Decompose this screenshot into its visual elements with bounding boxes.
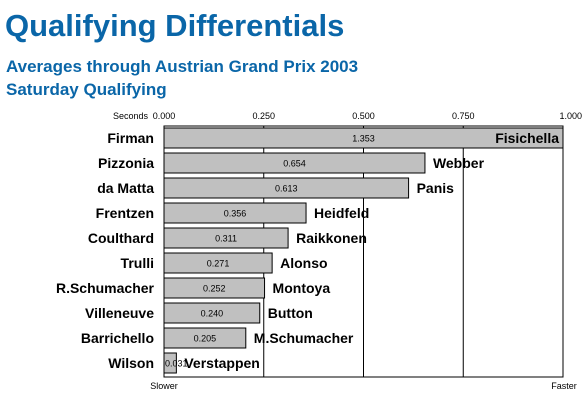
chart-title: Qualifying Differentials <box>5 8 345 43</box>
bar <box>163 277 266 299</box>
bar-value-label: 0.654 <box>283 159 306 169</box>
bar-value-label: 0.240 <box>201 309 224 319</box>
faster-end-label: Faster <box>551 381 577 391</box>
bar <box>163 127 564 149</box>
chart-subtitle-session: Saturday Qualifying <box>6 80 167 99</box>
slower-driver-label: Trulli <box>121 255 154 271</box>
bar-value-label: 0.031 <box>165 359 188 369</box>
chart-subtitle: Averages through Austrian Grand Prix 200… <box>6 57 359 76</box>
x-tick-label: 0.000 <box>153 111 176 121</box>
slower-driver-label: da Matta <box>97 180 154 196</box>
bar-value-label: 0.271 <box>207 259 230 269</box>
slower-driver-label: Barrichello <box>81 330 154 346</box>
bar <box>163 327 247 349</box>
x-tick-label: 1.000 <box>559 111 582 121</box>
x-tick-label: 0.500 <box>352 111 375 121</box>
slower-driver-label: Villeneuve <box>85 305 154 321</box>
x-axis-label: Seconds <box>113 111 149 121</box>
slower-driver-label: Frentzen <box>96 205 154 221</box>
bar-value-label: 1.353 <box>352 134 375 144</box>
bar-value-label: 0.252 <box>203 284 226 294</box>
faster-driver-label: Button <box>268 305 313 321</box>
bar <box>163 302 261 324</box>
slower-driver-label: Firman <box>107 130 154 146</box>
x-tick-label: 0.750 <box>452 111 475 121</box>
faster-driver-label: Webber <box>433 155 485 171</box>
slower-driver-label: Wilson <box>108 355 154 371</box>
bar <box>163 227 289 249</box>
slower-end-label: Slower <box>150 381 178 391</box>
bar <box>163 252 273 274</box>
bar-value-label: 0.311 <box>215 234 237 244</box>
faster-driver-label: Verstappen <box>184 355 259 371</box>
faster-driver-label: M.Schumacher <box>254 330 354 346</box>
bar-value-label: 0.356 <box>224 209 247 219</box>
faster-driver-label: Raikkonen <box>296 230 367 246</box>
faster-driver-label: Heidfeld <box>314 205 369 221</box>
bar <box>163 352 177 374</box>
x-tick-label: 0.250 <box>252 111 275 121</box>
bar-value-label: 0.205 <box>194 334 217 344</box>
slower-driver-label: Pizzonia <box>98 155 154 171</box>
bar <box>163 177 410 199</box>
faster-driver-label: Panis <box>417 180 455 196</box>
faster-driver-label: Fisichella <box>495 130 559 146</box>
faster-driver-label: Montoya <box>273 280 331 296</box>
bar-value-label: 0.613 <box>275 184 298 194</box>
slower-driver-label: R.Schumacher <box>56 280 155 296</box>
faster-driver-label: Alonso <box>280 255 327 271</box>
bar <box>163 152 426 174</box>
slower-driver-label: Coulthard <box>88 230 154 246</box>
bar <box>163 202 307 224</box>
